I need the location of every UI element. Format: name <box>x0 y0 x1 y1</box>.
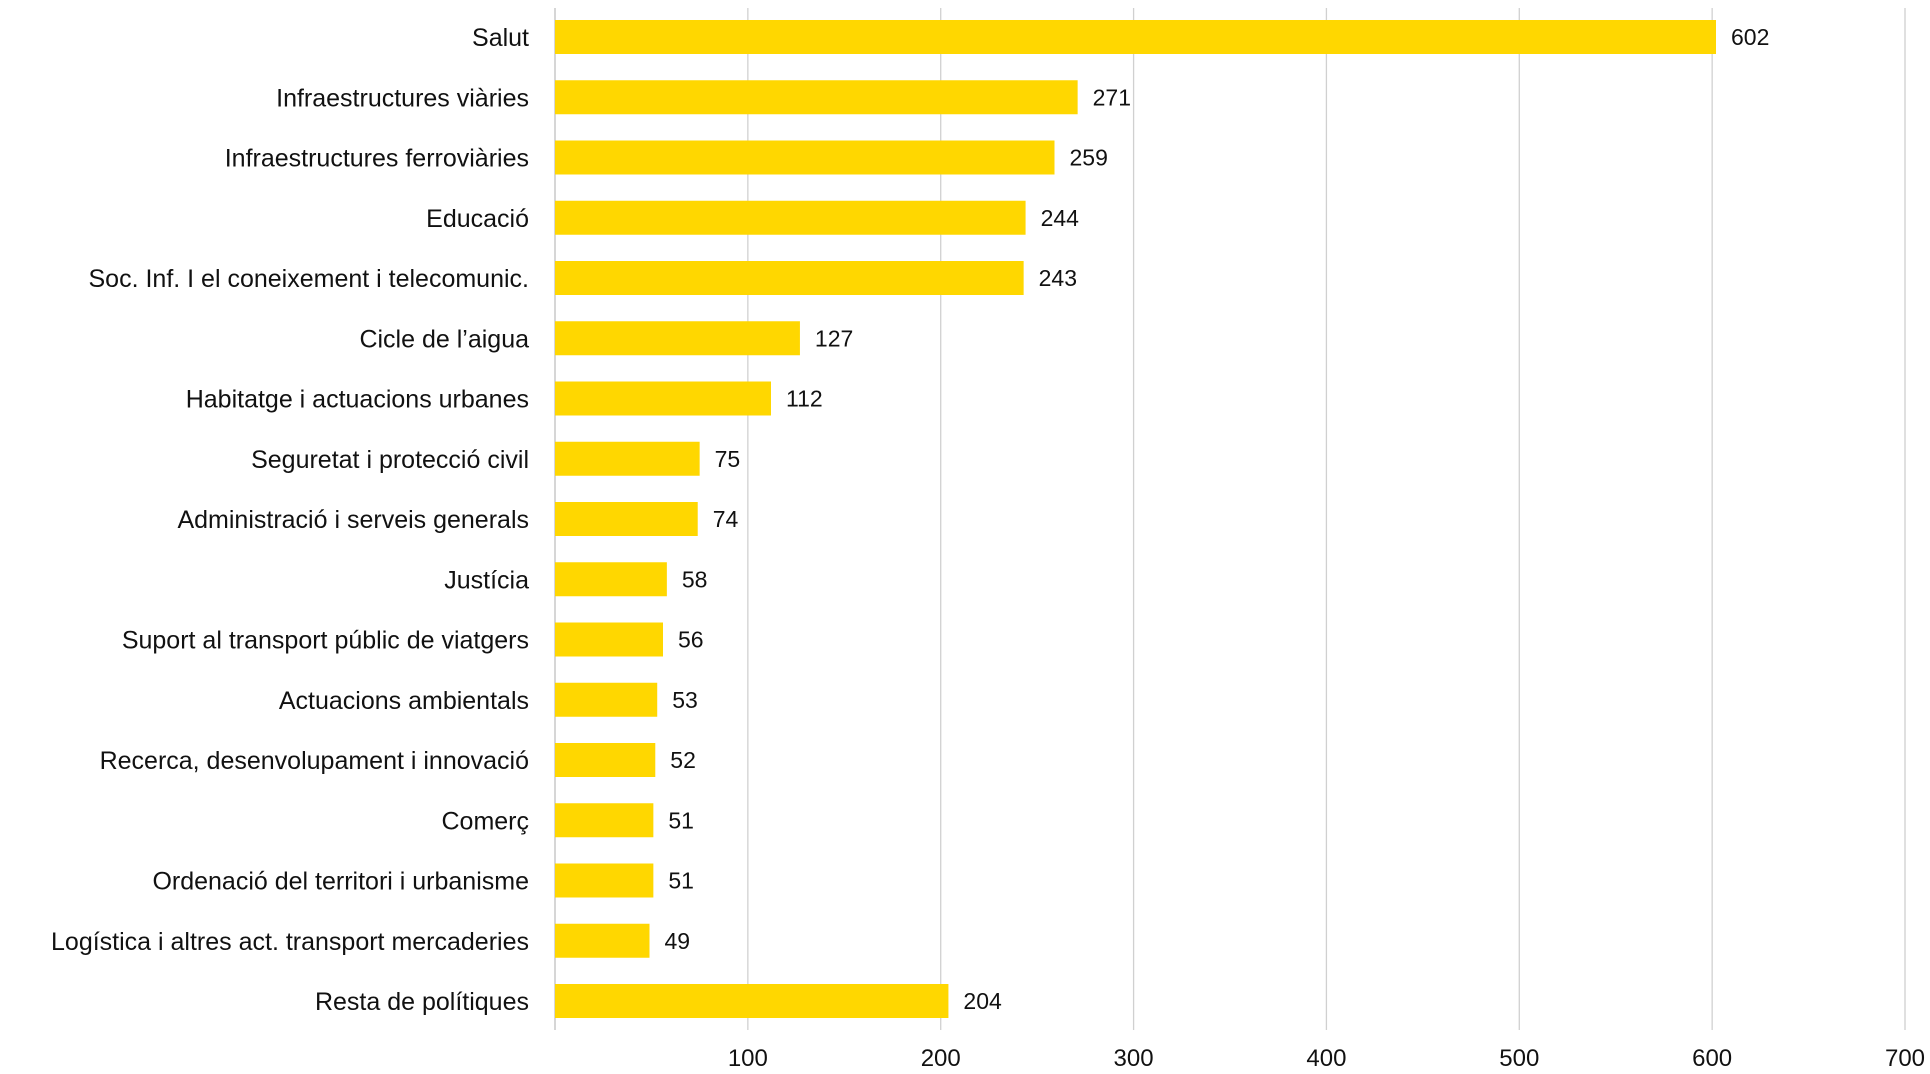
category-label-7: Seguretat i protecció civil <box>251 446 529 474</box>
x-tick-label-100: 100 <box>728 1045 768 1072</box>
value-label-1: 271 <box>1093 84 1131 110</box>
value-label-15: 49 <box>665 928 691 954</box>
bar-12 <box>555 743 656 777</box>
x-tick-label-700: 700 <box>1885 1045 1925 1072</box>
category-label-1: Infraestructures viàries <box>276 84 529 112</box>
x-tick-label-400: 400 <box>1306 1045 1346 1072</box>
bar-3 <box>555 200 1026 235</box>
bar-2 <box>555 140 1055 175</box>
value-label-12: 52 <box>670 747 696 773</box>
value-label-0: 602 <box>1731 24 1769 50</box>
category-label-2: Infraestructures ferroviàries <box>225 145 529 173</box>
bar-15 <box>555 923 650 958</box>
x-tick-label-300: 300 <box>1114 1045 1154 1072</box>
bar-0 <box>555 20 1716 54</box>
category-labels: Salut Infraestructures viàries Infraestruc… <box>51 24 529 1016</box>
bar-9 <box>555 562 667 597</box>
category-label-16: Resta de polítiques <box>315 988 529 1016</box>
category-label-5: Cicle de l’aigua <box>359 325 529 353</box>
category-label-12: Recerca, desenvolupament i innovació <box>100 747 529 775</box>
value-label-5: 127 <box>815 325 853 351</box>
value-label-16: 204 <box>963 988 1002 1014</box>
value-label-3: 244 <box>1041 205 1080 231</box>
category-label-8: Administració i serveis generals <box>177 506 529 534</box>
value-label-6: 112 <box>786 386 823 412</box>
category-label-13: Comerç <box>441 807 529 835</box>
value-label-7: 75 <box>715 446 741 472</box>
value-label-8: 74 <box>713 506 739 532</box>
bar-13 <box>555 803 654 838</box>
value-label-13: 51 <box>668 807 694 833</box>
category-label-14: Ordenació del territori i urbanisme <box>152 868 529 896</box>
category-label-6: Habitatge i actuacions urbanes <box>186 386 529 414</box>
x-tick-label-200: 200 <box>921 1045 961 1072</box>
value-label-4: 243 <box>1039 265 1077 291</box>
bar-6 <box>555 381 771 416</box>
bar-series <box>555 20 1716 1018</box>
category-label-11: Actuacions ambientals <box>279 687 529 715</box>
value-label-10: 56 <box>678 627 704 653</box>
bar-8 <box>555 502 698 536</box>
bar-5 <box>555 321 800 356</box>
x-tick-label-500: 500 <box>1499 1045 1539 1072</box>
x-axis-tick-labels: 100 200 300 400 500 600 700 <box>728 1045 1925 1072</box>
value-label-14: 51 <box>668 868 694 894</box>
bar-11 <box>555 682 658 717</box>
vertical-gridlines <box>554 8 1906 1030</box>
bar-14 <box>555 863 654 898</box>
category-label-3: Educació <box>426 205 529 233</box>
category-label-4: Soc. Inf. I el coneixement i telecomunic… <box>89 265 530 293</box>
x-tick-label-600: 600 <box>1692 1045 1732 1072</box>
category-label-9: Justícia <box>444 566 529 594</box>
value-label-11: 53 <box>672 687 698 713</box>
bar-10 <box>555 622 663 657</box>
value-labels: 602 271 259 244 243 127 112 75 74 58 56 53 52 51 51 49 2… <box>665 24 1770 1014</box>
bar-1 <box>555 80 1078 115</box>
category-label-0: Salut <box>472 24 529 52</box>
bar-16 <box>555 984 949 1018</box>
category-label-15: Logística i altres act. transport mercad… <box>51 928 529 956</box>
bar-7 <box>555 441 700 476</box>
category-label-10: Suport al transport públic de viatgers <box>122 627 529 655</box>
bar-4 <box>555 261 1024 295</box>
value-label-2: 259 <box>1070 145 1108 171</box>
value-label-9: 58 <box>682 566 708 592</box>
